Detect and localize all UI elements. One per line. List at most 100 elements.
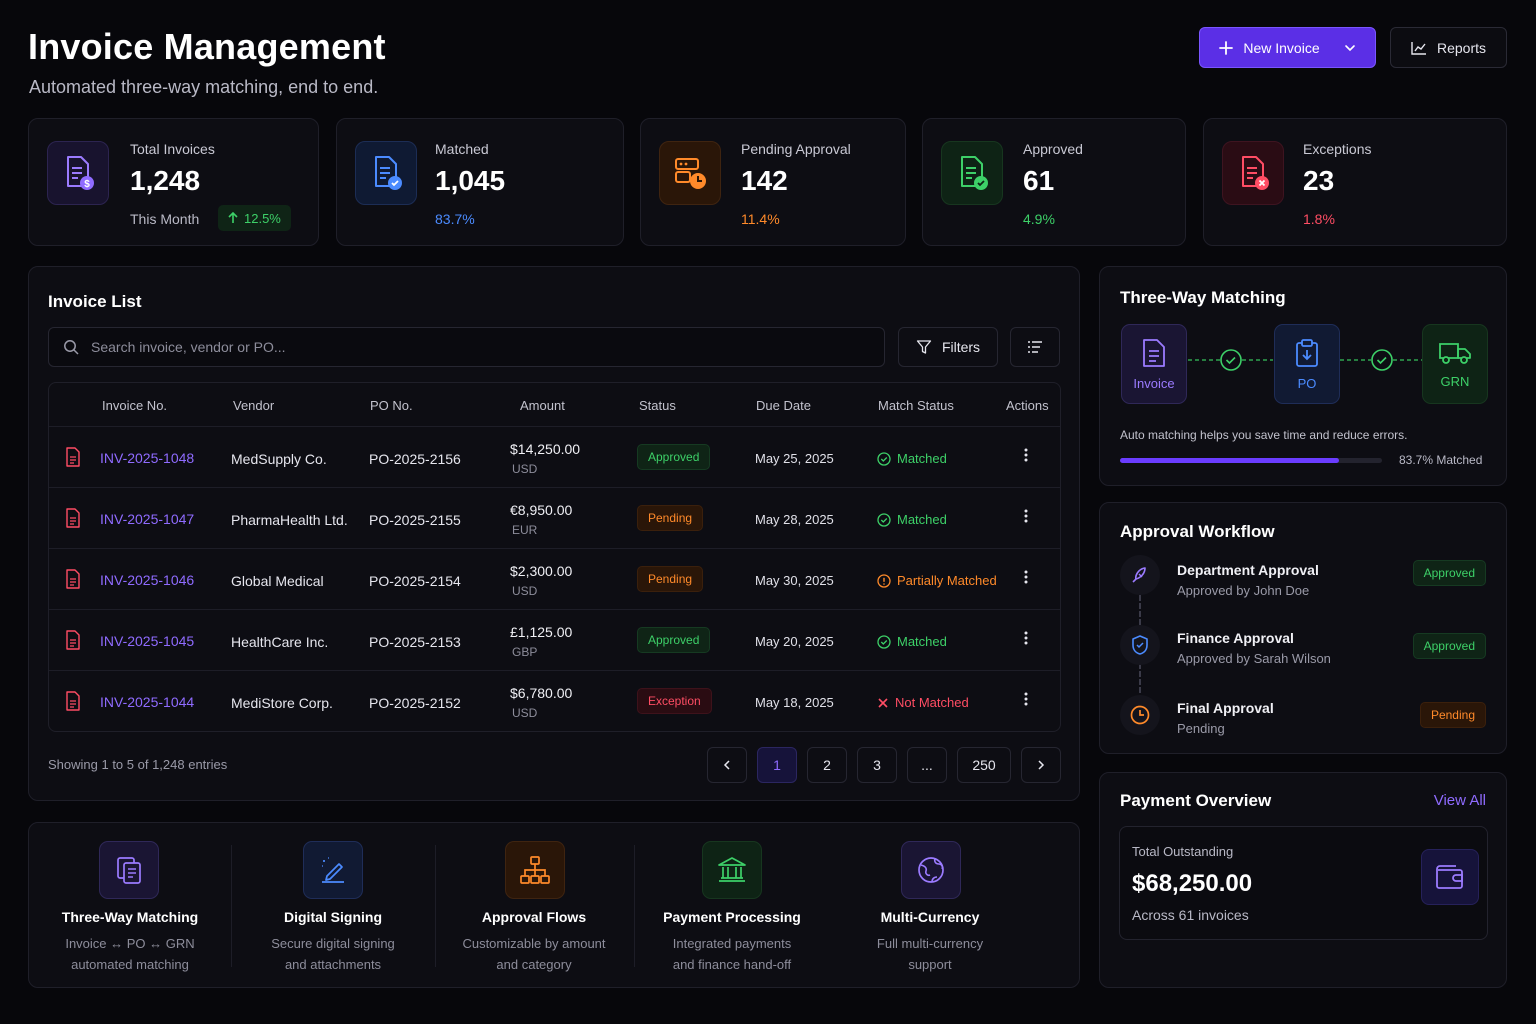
stat-card-approved[interactable]: Approved 61 4.9%: [922, 118, 1186, 246]
feature-divider: [231, 845, 232, 967]
invoice-number-link[interactable]: INV-2025-1046: [100, 572, 195, 588]
prev-page-button[interactable]: [707, 747, 747, 783]
po-number: PO-2025-2152: [369, 695, 461, 711]
search-placeholder[interactable]: Search invoice, vendor or PO...: [91, 339, 286, 355]
col-invoice-no[interactable]: Invoice No.: [102, 398, 168, 413]
match-status-label: Matched: [897, 451, 947, 466]
status-badge: Pending: [1419, 702, 1486, 728]
invoice-list-panel: Invoice List Search invoice, vendor or P…: [28, 266, 1080, 801]
status-badge: Pending: [637, 566, 704, 592]
invoice-number-link[interactable]: INV-2025-1047: [100, 511, 195, 527]
stat-card-exceptions[interactable]: Exceptions 23 1.8%: [1203, 118, 1507, 246]
feature-title: Approval Flows: [481, 909, 587, 925]
feature-desc-2: and attachments: [284, 957, 382, 972]
matching-progress-track: [1120, 458, 1382, 463]
invoice-number-link[interactable]: INV-2025-1048: [100, 450, 195, 466]
status-badge: Exception: [637, 688, 712, 714]
table-row[interactable]: INV-2025-1045 HealthCare Inc. PO-2025-21…: [49, 609, 1060, 670]
stat-value: 1,248: [130, 165, 201, 196]
workflow-connector: [1139, 663, 1141, 693]
next-page-button[interactable]: [1021, 747, 1061, 783]
feature-divider: [634, 845, 635, 967]
match-status: Not Matched: [877, 695, 969, 710]
feature-desc-2: automated matching: [71, 957, 189, 972]
filters-button[interactable]: Filters: [898, 327, 998, 367]
payment-overview-panel: Payment Overview View All Total Outstand…: [1099, 772, 1507, 988]
feature-three-way-matching: Three-Way Matching Invoice ↔ PO ↔ GRN au…: [29, 823, 231, 989]
page-button-2[interactable]: 2: [807, 747, 847, 783]
feature-title: Payment Processing: [663, 909, 801, 925]
delta-value: 12.5%: [244, 210, 281, 226]
match-status-label: Partially Matched: [897, 573, 997, 588]
match-node-invoice[interactable]: Invoice: [1121, 324, 1187, 404]
shield-icon: [1120, 625, 1160, 665]
col-vendor[interactable]: Vendor: [233, 398, 275, 413]
document-icon: [1143, 338, 1165, 367]
check-circle-icon: [877, 512, 891, 527]
pdf-file-icon: [66, 508, 80, 528]
stat-card-total-invoices[interactable]: $ Total Invoices 1,248 This Month 12.5%: [28, 118, 319, 246]
col-due-date[interactable]: Due Date: [756, 398, 811, 413]
more-vertical-icon[interactable]: [1023, 691, 1029, 707]
stat-card-pending-approval[interactable]: Pending Approval 142 11.4%: [640, 118, 906, 246]
payment-title: Payment Overview: [1120, 791, 1272, 810]
chevron-down-icon[interactable]: [1344, 42, 1356, 54]
more-vertical-icon[interactable]: [1023, 508, 1029, 524]
truck-icon: [1439, 342, 1471, 364]
table-row[interactable]: INV-2025-1047 PharmaHealth Ltd. PO-2025-…: [49, 487, 1060, 548]
feature-desc-1: Invoice ↔ PO ↔ GRN: [65, 936, 195, 951]
bank-icon: [702, 841, 762, 899]
filters-label: Filters: [941, 339, 981, 355]
pdf-file-icon: [66, 691, 80, 711]
match-node-grn[interactable]: GRN: [1422, 324, 1488, 404]
due-date: May 28, 2025: [755, 512, 834, 527]
invoice-number-link[interactable]: INV-2025-1044: [100, 694, 195, 710]
amount: $2,300.00: [510, 563, 573, 579]
col-amount[interactable]: Amount: [520, 398, 565, 413]
feature-payment-processing: Payment Processing Integrated payments a…: [634, 823, 830, 989]
col-po-no[interactable]: PO No.: [370, 398, 413, 413]
match-node-po[interactable]: PO: [1274, 324, 1340, 404]
feature-desc-1: Customizable by amount: [462, 936, 606, 951]
sort-button[interactable]: [1010, 327, 1060, 367]
stat-value: 142: [741, 165, 788, 196]
feature-desc-2: and category: [496, 957, 572, 972]
pagination-summary: Showing 1 to 5 of 1,248 entries: [48, 757, 228, 772]
stat-label: Approved: [1023, 141, 1083, 157]
vendor-name: HealthCare Inc.: [231, 634, 329, 650]
table-row[interactable]: INV-2025-1048 MedSupply Co. PO-2025-2156…: [49, 426, 1060, 487]
invoice-dollar-icon: $: [47, 141, 109, 205]
col-status[interactable]: Status: [639, 398, 676, 413]
reports-button[interactable]: Reports: [1390, 27, 1507, 68]
page-button-1[interactable]: 1: [757, 747, 797, 783]
page-button-3[interactable]: 3: [857, 747, 897, 783]
match-node-label: Invoice: [1133, 375, 1175, 391]
approval-workflow-panel: Approval Workflow Department Approval Ap…: [1099, 502, 1507, 754]
more-vertical-icon[interactable]: [1023, 569, 1029, 585]
table-row[interactable]: INV-2025-1046 Global Medical PO-2025-215…: [49, 548, 1060, 609]
list-sort-icon: [1028, 341, 1042, 353]
new-invoice-button[interactable]: New Invoice: [1199, 27, 1376, 68]
due-date: May 20, 2025: [755, 634, 834, 649]
outstanding-amount: $68,250.00: [1132, 870, 1253, 897]
view-all-link[interactable]: View All: [1433, 792, 1486, 809]
search-input[interactable]: Search invoice, vendor or PO...: [48, 327, 885, 367]
amount: $14,250.00: [510, 441, 581, 457]
feature-title: Multi-Currency: [880, 909, 980, 925]
more-vertical-icon[interactable]: [1023, 630, 1029, 646]
stat-card-matched[interactable]: Matched 1,045 83.7%: [336, 118, 624, 246]
match-status: Partially Matched: [877, 573, 997, 588]
invoice-number-link[interactable]: INV-2025-1045: [100, 633, 195, 649]
stat-label: Total Invoices: [130, 141, 215, 157]
page-button-250[interactable]: 250: [957, 747, 1011, 783]
more-vertical-icon[interactable]: [1023, 447, 1029, 463]
feature-desc-1: Full multi-currency: [876, 936, 984, 951]
status-badge: Approved: [1412, 560, 1486, 586]
invoice-list-title: Invoice List: [48, 292, 142, 311]
x-icon: [878, 697, 888, 708]
table-row[interactable]: INV-2025-1044 MediStore Corp. PO-2025-21…: [49, 670, 1060, 731]
page-title: Invoice Management: [28, 26, 386, 67]
plus-icon: [1219, 40, 1234, 55]
svg-text:$: $: [84, 179, 90, 190]
col-match-status[interactable]: Match Status: [878, 398, 954, 413]
